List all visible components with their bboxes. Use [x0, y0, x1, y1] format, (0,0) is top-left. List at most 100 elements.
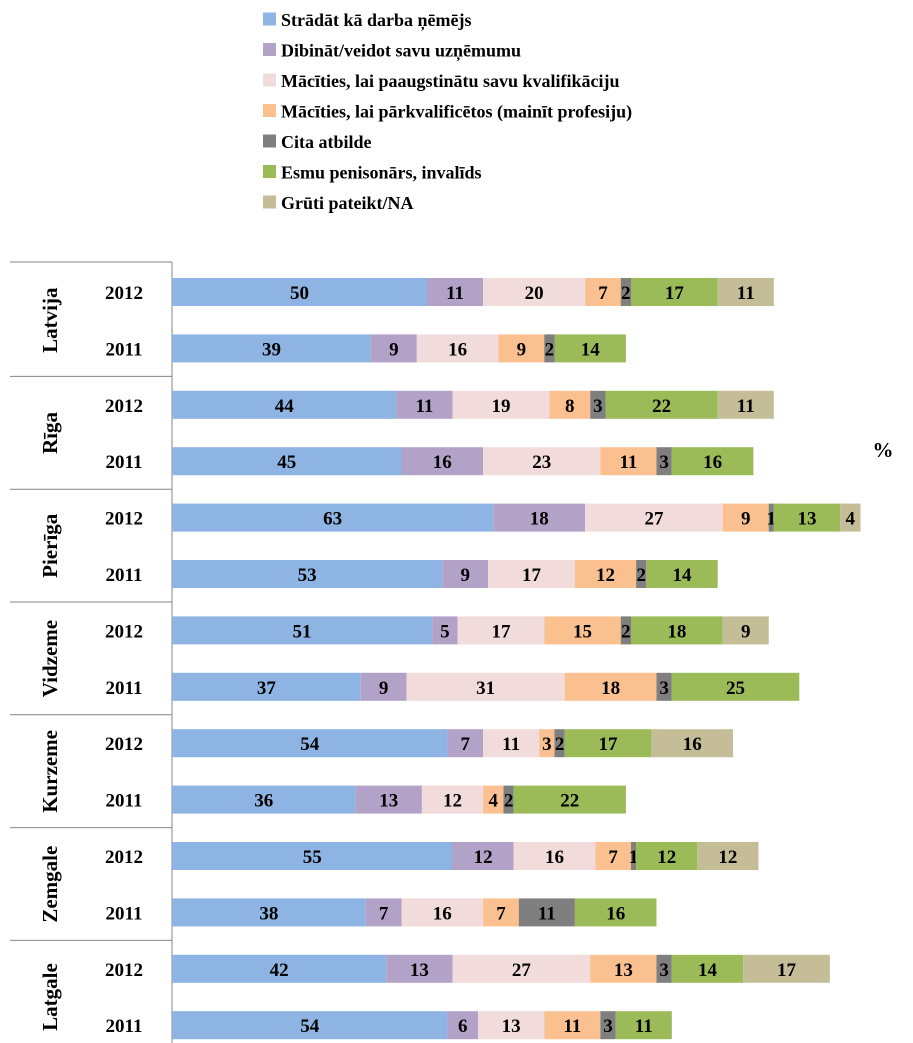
- legend-label: Grūti pateikt/NA: [281, 193, 414, 213]
- data-label: 45: [277, 452, 296, 473]
- data-label: 14: [698, 960, 718, 981]
- bar-segment: [768, 503, 774, 532]
- data-label: 27: [512, 960, 532, 981]
- bar-segment: [544, 1011, 601, 1040]
- bar-row: 54 7 11 3 2 17 16: [172, 729, 733, 758]
- bar-segment: [840, 503, 861, 532]
- bar-segment: [544, 616, 621, 645]
- bar-segment: [539, 729, 555, 758]
- data-label: 44: [275, 396, 295, 417]
- data-label: 53: [298, 565, 317, 586]
- bar-segment: [656, 954, 672, 983]
- bar-segment: [717, 278, 774, 306]
- legend-swatch: [263, 134, 276, 148]
- data-label: 3: [659, 452, 669, 473]
- region-label: Pierīga: [38, 513, 62, 578]
- bar-segment: [620, 616, 631, 645]
- bar-segment: [172, 785, 356, 814]
- data-label: 2: [545, 339, 555, 360]
- data-label: 17: [665, 283, 685, 304]
- bar-segment: [574, 560, 637, 588]
- data-label: 54: [300, 734, 320, 755]
- legend-item: Dibināt/veidot savu uzņēmumu: [263, 41, 521, 62]
- bar-segment: [457, 616, 545, 645]
- data-label: 16: [545, 847, 564, 868]
- data-label: 13: [614, 960, 633, 981]
- data-label: 1: [767, 509, 777, 530]
- bar-segment: [401, 447, 484, 476]
- data-label: 13: [410, 960, 429, 981]
- data-label: 14: [581, 339, 601, 360]
- bar-segment: [651, 729, 733, 758]
- data-label: 13: [502, 1016, 521, 1037]
- data-label: 7: [379, 903, 389, 924]
- data-label: 14: [673, 565, 693, 586]
- year-label: 2012: [105, 509, 143, 530]
- legend-swatch: [263, 195, 276, 209]
- bar-segment: [549, 390, 591, 419]
- bar-segment: [421, 785, 484, 814]
- bar-row: 53 9 17 12 2 14: [172, 560, 718, 588]
- data-label: 39: [262, 339, 281, 360]
- bar-segment: [483, 898, 519, 927]
- data-label: 8: [565, 396, 575, 417]
- data-label: 16: [703, 452, 722, 473]
- data-label: 11: [737, 396, 755, 417]
- data-label: 16: [448, 339, 467, 360]
- region-label: Latvija: [38, 287, 62, 353]
- data-label: 11: [538, 903, 556, 924]
- data-label: 38: [259, 903, 278, 924]
- region-label: Zemgale: [38, 846, 62, 923]
- bar-segment: [631, 616, 723, 645]
- year-label: 2011: [106, 565, 143, 586]
- bar-row: 44 11 19 8 3 22 11: [172, 390, 774, 419]
- bar-segment: [722, 503, 769, 532]
- bar-segment: [172, 334, 371, 363]
- bar-segment: [172, 503, 494, 532]
- data-label: 2: [621, 621, 631, 642]
- bar-segment: [483, 447, 601, 476]
- bar-segment: [442, 560, 489, 588]
- bar-row: 51 5 17 15 2 18 9: [172, 616, 769, 645]
- bar-segment: [365, 898, 402, 927]
- bar-segment: [636, 560, 647, 588]
- bar-segment: [396, 390, 453, 419]
- bar-segment: [172, 390, 397, 419]
- bar-segment: [493, 503, 586, 532]
- bar-segment: [620, 278, 631, 306]
- bar-row: 55 12 16 7 1 12 12: [172, 842, 759, 870]
- bar-segment: [498, 334, 545, 363]
- data-label: 3: [659, 678, 669, 699]
- bar-row: 36 13 12 4 2 22: [172, 785, 626, 814]
- data-label: 12: [718, 847, 737, 868]
- legend-swatch: [263, 104, 276, 117]
- data-label: 12: [596, 565, 615, 586]
- year-label: 2012: [105, 734, 143, 755]
- data-label: 4: [489, 791, 499, 812]
- data-label: 17: [777, 960, 797, 981]
- legend-item: Cita atbilde: [263, 132, 372, 152]
- data-label: 31: [476, 678, 495, 699]
- data-label: 55: [303, 847, 322, 868]
- data-label: 1: [629, 847, 639, 868]
- bar-segment: [172, 898, 366, 927]
- data-label: 4: [846, 509, 856, 530]
- data-label: 18: [601, 678, 620, 699]
- data-label: 17: [522, 565, 542, 586]
- data-label: 11: [619, 452, 637, 473]
- bar-segment: [172, 447, 402, 476]
- data-label: 7: [496, 903, 506, 924]
- bar-segment: [427, 278, 484, 306]
- bar-row: 54 6 13 11 3 11: [172, 1011, 672, 1040]
- data-label: 9: [461, 565, 471, 586]
- bar-segment: [513, 785, 626, 814]
- bar-row: 63 18 27 9 1 13 4: [172, 503, 861, 532]
- bar-segment: [406, 672, 565, 701]
- year-label: 2012: [105, 960, 143, 981]
- legend-item: Esmu penisonārs, invalīds: [263, 163, 482, 183]
- bar-segment: [172, 672, 361, 701]
- bar-segment: [631, 278, 718, 306]
- bar-row: 39 9 16 9 2 14: [172, 334, 626, 363]
- chart-legend: Strādāt kā darba ņēmējs Dibināt/veidot sa…: [263, 10, 632, 213]
